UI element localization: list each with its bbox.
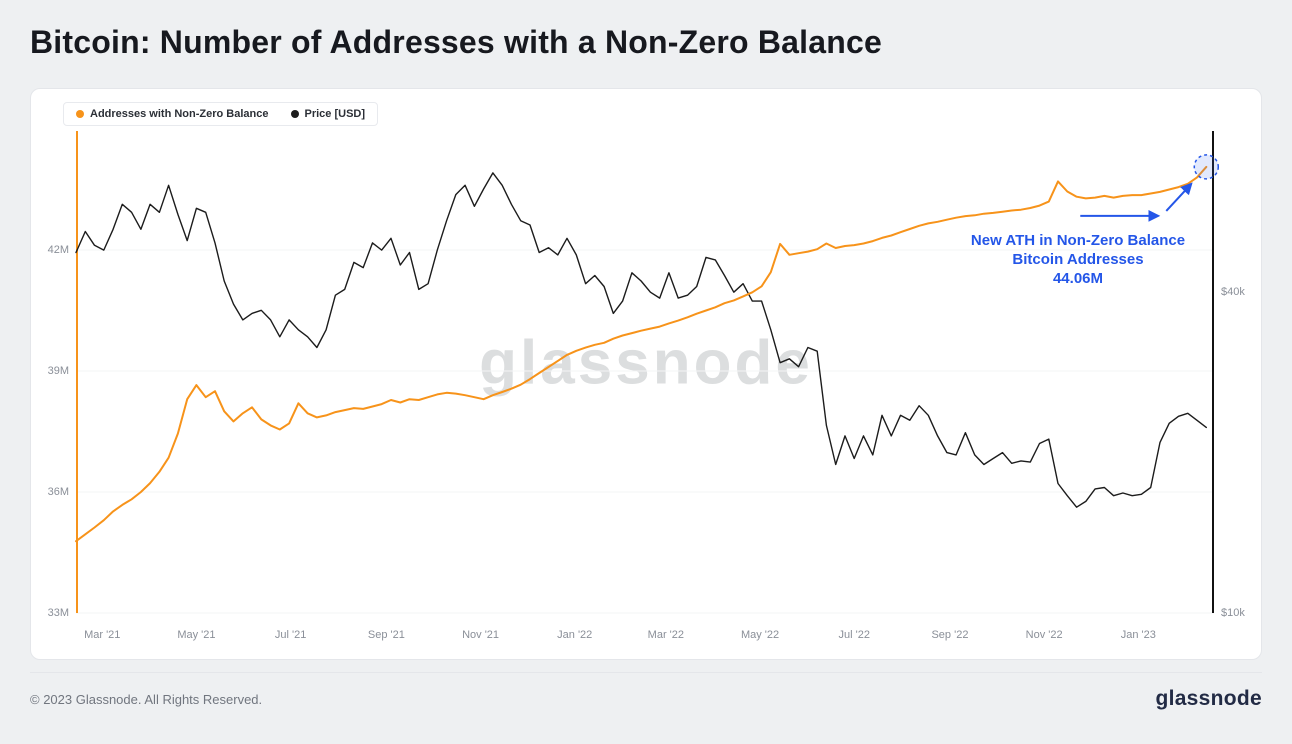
x-axis-label: Nov '21 (462, 629, 500, 641)
plot-area[interactable] (75, 131, 1220, 614)
ath-annotation-line-2: Bitcoin Addresses (1012, 251, 1144, 268)
x-axis-label: Nov '22 (1025, 629, 1063, 641)
x-axis-label: Mar '21 (84, 629, 121, 641)
glassnode-watermark: glassnode (479, 328, 813, 398)
chart-canvas (75, 131, 1220, 614)
legend-item-price[interactable]: Price [USD] (290, 108, 366, 120)
chart-legend: Addresses with Non-Zero Balance Price [U… (63, 102, 379, 126)
legend-swatch-addresses-icon (76, 110, 84, 118)
y-axis-label-left: 42M (47, 243, 69, 256)
x-axis-label: May '21 (177, 629, 216, 641)
legend-item-addresses[interactable]: Addresses with Non-Zero Balance (76, 108, 269, 120)
x-axis-label: Sep '22 (931, 629, 969, 641)
legend-swatch-price-icon (290, 110, 299, 118)
y-axis-label-left: 36M (47, 485, 69, 498)
ath-annotation-value: 44.06M (1052, 270, 1104, 287)
x-axis-label: Jul '22 (838, 629, 870, 641)
legend-label-price: Price [USD] (304, 108, 366, 120)
footer: © 2023 Glassnode. All Rights Reserved. g… (30, 672, 1262, 711)
x-axis-label: May '22 (740, 629, 780, 641)
x-axis-label: Jan '23 (1120, 629, 1156, 641)
x-axis-label: Jul '21 (274, 629, 307, 641)
y-axis-label-right: $10k (1221, 607, 1245, 619)
ath-annotation: New ATH in Non-Zero Balance Bitcoin Addr… (948, 231, 1208, 288)
x-axis-label: Sep '21 (367, 629, 405, 641)
x-axis-label: Jan '22 (557, 629, 593, 641)
y-axis-label-left: 33M (47, 607, 69, 619)
ath-annotation-line-1: New ATH in Non-Zero Balance (970, 232, 1186, 249)
chart-card: Addresses with Non-Zero Balance Price [U… (30, 88, 1262, 660)
legend-label-addresses: Addresses with Non-Zero Balance (90, 108, 269, 120)
copyright-text: © 2023 Glassnode. All Rights Reserved. (30, 691, 263, 707)
x-axis-label: Mar '22 (647, 629, 685, 641)
page-title: Bitcoin: Number of Addresses with a Non-… (30, 24, 883, 60)
y-axis-label-right: $40k (1221, 286, 1245, 299)
glassnode-logo: glassnode (1155, 687, 1262, 710)
y-axis-label-left: 39M (47, 364, 69, 377)
